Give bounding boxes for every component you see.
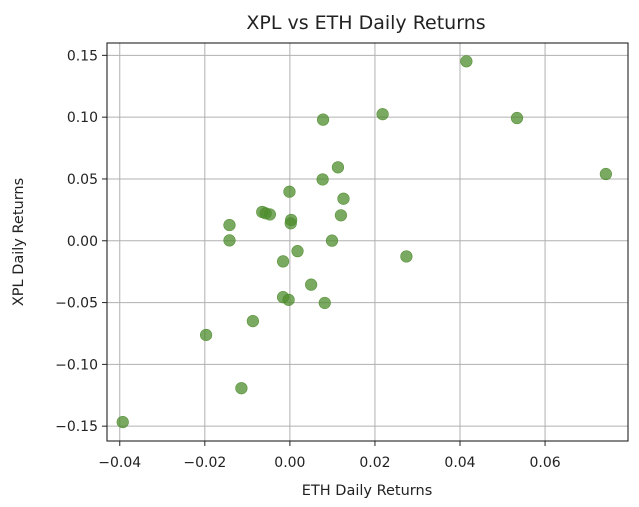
data-point	[400, 250, 413, 263]
data-point	[223, 218, 236, 232]
data-point	[276, 255, 290, 268]
data-point	[316, 173, 329, 186]
data-point	[316, 113, 330, 126]
data-point	[199, 328, 213, 342]
y-axis-label: XPL Daily Returns	[11, 178, 27, 306]
x-tick-label: −0.02	[183, 455, 226, 471]
data-point	[246, 315, 259, 328]
y-tick-label: −0.15	[55, 419, 98, 435]
data-point	[305, 278, 318, 291]
data-point	[334, 209, 348, 222]
y-tick-label: −0.05	[55, 296, 98, 312]
y-tick-label: 0.00	[67, 234, 98, 250]
data-point	[325, 234, 339, 247]
x-axis-label: ETH Daily Returns	[302, 483, 433, 499]
data-point	[318, 296, 331, 310]
y-tick-label: 0.05	[67, 172, 98, 188]
y-tick-label: 0.10	[67, 110, 98, 126]
chart-title: XPL vs ETH Daily Returns	[246, 12, 485, 34]
data-point	[337, 192, 350, 205]
plot-frame	[106, 42, 629, 442]
y-tick-label: −0.10	[55, 357, 98, 373]
data-point	[331, 161, 345, 174]
data-point	[599, 167, 612, 181]
x-tick-label: 0.00	[274, 455, 305, 471]
data-point	[116, 415, 129, 429]
data-point	[282, 293, 295, 306]
data-point	[285, 213, 298, 227]
x-tick-label: −0.04	[98, 455, 141, 471]
data-point	[283, 185, 296, 198]
data-point	[263, 208, 276, 221]
data-point	[223, 234, 236, 247]
y-tick-label: 0.15	[67, 48, 98, 64]
x-tick-label: 0.06	[529, 455, 560, 471]
data-point	[291, 245, 304, 258]
x-tick-label: 0.02	[359, 455, 390, 471]
x-axis: −0.04 −0.02 0.00 0.02 0.04 0.06	[98, 441, 561, 471]
grid	[107, 43, 628, 441]
data-point	[235, 382, 248, 395]
data-point	[510, 111, 524, 125]
x-tick-label: 0.04	[444, 455, 475, 471]
data-point	[376, 108, 389, 121]
data-point	[460, 55, 473, 68]
y-axis: −0.15 −0.10 −0.05 0.00 0.05 0.10 0.15	[55, 48, 107, 435]
data-points	[116, 55, 612, 429]
